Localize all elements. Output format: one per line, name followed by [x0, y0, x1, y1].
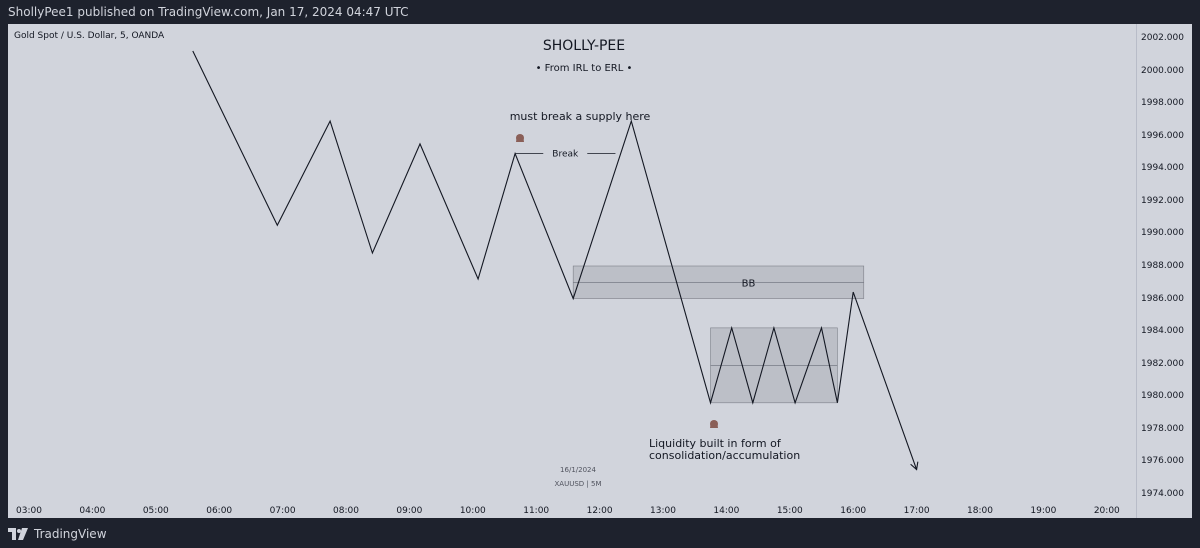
x-tick-label: 03:00 — [16, 506, 42, 516]
tradingview-logo-icon — [8, 528, 28, 540]
break-label: Break — [552, 150, 579, 160]
y-tick-label: 1992.000 — [1141, 195, 1184, 206]
x-tick-label: 13:00 — [650, 506, 676, 516]
watermark-ticker: XAUUSD | 5M — [555, 480, 602, 488]
pointing-down-icon — [516, 134, 524, 142]
y-tick-label: 1976.000 — [1141, 456, 1184, 467]
y-tick-label: 1998.000 — [1141, 98, 1184, 109]
x-tick-label: 09:00 — [396, 506, 422, 516]
x-tick-label: 10:00 — [460, 506, 486, 516]
x-tick-label: 14:00 — [713, 506, 739, 516]
y-tick-label: 1988.000 — [1141, 261, 1184, 271]
arrow-head-icon — [910, 461, 919, 471]
time-axis[interactable]: 03:00 04:00 05:00 06:00 07:00 08:00 09:00 10:00… — [16, 506, 1120, 516]
footer-brand: TradingView — [34, 527, 107, 541]
supply-annotation: must break a supply here — [510, 110, 651, 123]
publish-bar: ShollyPee1 published on TradingView.com,… — [0, 0, 1200, 24]
chart-subtitle: • From IRL to ERL • — [536, 63, 633, 74]
y-tick-label: 1978.000 — [1141, 423, 1184, 434]
y-tick-label: 1982.000 — [1141, 358, 1184, 369]
price-axis[interactable]: 1974.000 1976.000 1978.000 1980.000 1982.000… — [1136, 24, 1193, 518]
x-tick-label: 12:00 — [587, 506, 613, 516]
publish-text: ShollyPee1 published on TradingView.com,… — [8, 5, 409, 19]
tradingview-logo[interactable]: TradingView — [8, 527, 107, 541]
chart-svg[interactable]: Gold Spot / U.S. Dollar, 5, OANDA SHOLLY… — [8, 24, 1136, 518]
x-tick-label: 16:00 — [840, 506, 866, 516]
x-tick-label: 04:00 — [79, 506, 105, 516]
x-tick-label: 08:00 — [333, 506, 359, 516]
y-tick-label: 1986.000 — [1141, 293, 1184, 304]
liquidity-annotation-line2: consolidation/accumulation — [649, 449, 800, 462]
y-tick-label: 1980.000 — [1141, 391, 1184, 402]
y-tick-label: 2000.000 — [1141, 65, 1184, 76]
chart-area[interactable]: Gold Spot / U.S. Dollar, 5, OANDA SHOLLY… — [8, 24, 1136, 518]
x-tick-label: 20:00 — [1094, 506, 1120, 516]
x-tick-label: 11:00 — [523, 506, 549, 516]
x-tick-label: 05:00 — [143, 506, 169, 516]
x-tick-label: 15:00 — [777, 506, 803, 516]
y-tick-label: 2002.000 — [1141, 33, 1184, 43]
x-tick-label: 07:00 — [270, 506, 296, 516]
y-tick-label: 1996.000 — [1141, 130, 1184, 141]
chart-title: SHOLLY-PEE — [543, 38, 625, 54]
liquidity-annotation-line1: Liquidity built in form of — [649, 437, 782, 450]
y-tick-label: 1974.000 — [1141, 489, 1184, 499]
pointing-down-icon — [710, 420, 718, 428]
right-margin — [1192, 24, 1200, 518]
x-tick-label: 18:00 — [967, 506, 993, 516]
watermark-date: 16/1/2024 — [560, 466, 596, 474]
footer-bar: TradingView — [0, 518, 1200, 548]
y-tick-label: 1990.000 — [1141, 228, 1184, 239]
x-tick-label: 19:00 — [1030, 506, 1056, 516]
price-path-line — [192, 50, 918, 470]
x-tick-label: 17:00 — [904, 506, 930, 516]
y-tick-label: 1994.000 — [1141, 163, 1184, 174]
bb-label: BB — [742, 278, 756, 289]
x-tick-label: 06:00 — [206, 506, 232, 516]
symbol-label: Gold Spot / U.S. Dollar, 5, OANDA — [14, 31, 165, 41]
y-tick-label: 1984.000 — [1141, 326, 1184, 337]
